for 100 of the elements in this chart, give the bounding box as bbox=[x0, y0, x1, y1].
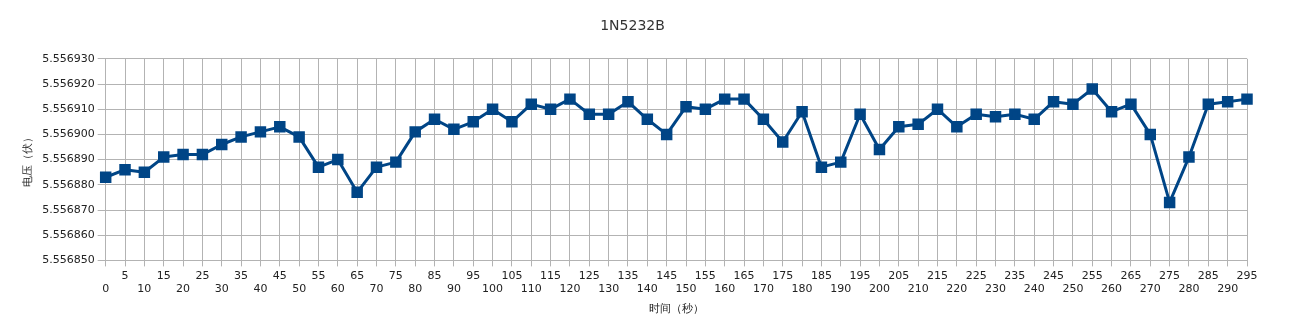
x-tick-label: 95 bbox=[466, 268, 481, 282]
point bbox=[1125, 98, 1137, 110]
point bbox=[970, 108, 982, 120]
point bbox=[157, 151, 170, 163]
x-tick-label: 140 bbox=[636, 282, 658, 296]
point bbox=[254, 126, 267, 138]
point bbox=[1047, 95, 1060, 108]
x-tick-label: 195 bbox=[849, 268, 871, 282]
x-tick-label: 210 bbox=[907, 282, 929, 296]
point bbox=[448, 123, 460, 136]
x-tick-label: 120 bbox=[559, 282, 581, 296]
x-tick-label: 235 bbox=[1004, 268, 1026, 282]
x-tick-label: 185 bbox=[810, 268, 832, 282]
x-tick-label: 20 bbox=[176, 282, 191, 296]
x-tick-label: 110 bbox=[520, 282, 542, 296]
point bbox=[351, 186, 363, 199]
x-tick-label: 225 bbox=[965, 268, 987, 282]
x-tick-label: 190 bbox=[830, 282, 852, 296]
point bbox=[835, 156, 847, 168]
point bbox=[486, 103, 499, 115]
point bbox=[602, 108, 615, 120]
point bbox=[854, 108, 866, 120]
point bbox=[564, 93, 576, 105]
point bbox=[274, 121, 286, 133]
point bbox=[544, 103, 557, 115]
point bbox=[1202, 98, 1215, 110]
x-tick-label: 45 bbox=[272, 268, 287, 282]
point bbox=[370, 161, 383, 173]
x-tick-label: 230 bbox=[985, 282, 1007, 296]
point bbox=[467, 116, 479, 128]
x-tick-label: 280 bbox=[1178, 282, 1200, 296]
x-tick-label: 145 bbox=[656, 268, 678, 282]
x-tick-label: 290 bbox=[1217, 282, 1239, 296]
x-tick-label: 25 bbox=[195, 268, 210, 282]
x-tick-label: 35 bbox=[234, 268, 249, 282]
y-tick-label: 5.556860 bbox=[42, 228, 95, 242]
point bbox=[912, 118, 924, 131]
x-tick-label: 30 bbox=[214, 282, 229, 296]
x-tick-label: 180 bbox=[791, 282, 813, 296]
point bbox=[583, 108, 596, 120]
point bbox=[1028, 113, 1040, 126]
x-tick-label: 240 bbox=[1023, 282, 1045, 296]
point bbox=[1105, 105, 1118, 118]
point bbox=[1241, 93, 1253, 105]
point bbox=[718, 93, 731, 105]
point bbox=[1144, 128, 1157, 141]
y-tick-label: 5.556930 bbox=[42, 51, 95, 65]
point bbox=[796, 105, 808, 118]
point bbox=[660, 128, 673, 141]
x-tick-label: 125 bbox=[578, 268, 600, 282]
x-tick-label: 150 bbox=[675, 282, 697, 296]
point bbox=[1086, 83, 1098, 95]
point bbox=[641, 113, 654, 126]
x-tick-label: 85 bbox=[427, 268, 442, 282]
y-tick-label: 5.556910 bbox=[42, 102, 95, 116]
point bbox=[757, 113, 770, 126]
x-tick-label: 5 bbox=[121, 268, 129, 282]
x-tick-label: 100 bbox=[482, 282, 504, 296]
x-tick-label: 175 bbox=[772, 268, 794, 282]
x-tick-label: 15 bbox=[156, 268, 171, 282]
x-tick-label: 105 bbox=[501, 268, 523, 282]
point bbox=[815, 161, 828, 173]
x-tick-label: 135 bbox=[617, 268, 639, 282]
y-tick-label: 5.556850 bbox=[42, 253, 95, 267]
y-tick-label: 5.556870 bbox=[42, 202, 95, 216]
x-axis-title: 时间（秒） bbox=[648, 302, 704, 316]
point bbox=[1067, 98, 1079, 110]
x-tick-label: 285 bbox=[1197, 268, 1219, 282]
point bbox=[680, 100, 692, 113]
point bbox=[196, 148, 209, 161]
x-tick-label: 130 bbox=[598, 282, 620, 296]
point bbox=[951, 121, 963, 133]
point bbox=[1221, 95, 1234, 108]
y-tick-label: 5.556880 bbox=[42, 177, 95, 191]
x-tick-label: 250 bbox=[1062, 282, 1084, 296]
point bbox=[409, 126, 421, 138]
x-tick-label: 295 bbox=[1236, 268, 1258, 282]
point bbox=[699, 103, 712, 115]
x-tick-label: 60 bbox=[330, 282, 345, 296]
x-tick-label: 75 bbox=[388, 268, 403, 282]
x-tick-label: 200 bbox=[868, 282, 890, 296]
point bbox=[738, 93, 750, 105]
x-tick-label: 55 bbox=[311, 268, 326, 282]
point bbox=[893, 121, 905, 133]
point bbox=[293, 131, 305, 143]
x-tick-label: 270 bbox=[1139, 282, 1161, 296]
point bbox=[873, 143, 886, 156]
x-tick-label: 170 bbox=[752, 282, 774, 296]
y-axis-title: 电压（伏） bbox=[21, 132, 35, 188]
x-tick-label: 80 bbox=[408, 282, 423, 296]
point bbox=[332, 153, 344, 166]
point bbox=[1163, 196, 1176, 209]
point bbox=[989, 111, 1002, 123]
y-tick-label: 5.556890 bbox=[42, 152, 95, 166]
x-tick-label: 10 bbox=[137, 282, 152, 296]
point bbox=[312, 161, 325, 173]
y-tick-label: 5.556920 bbox=[42, 76, 95, 90]
point bbox=[931, 103, 944, 115]
y-tick-label: 5.556900 bbox=[42, 127, 95, 141]
x-tick-label: 265 bbox=[1120, 268, 1142, 282]
